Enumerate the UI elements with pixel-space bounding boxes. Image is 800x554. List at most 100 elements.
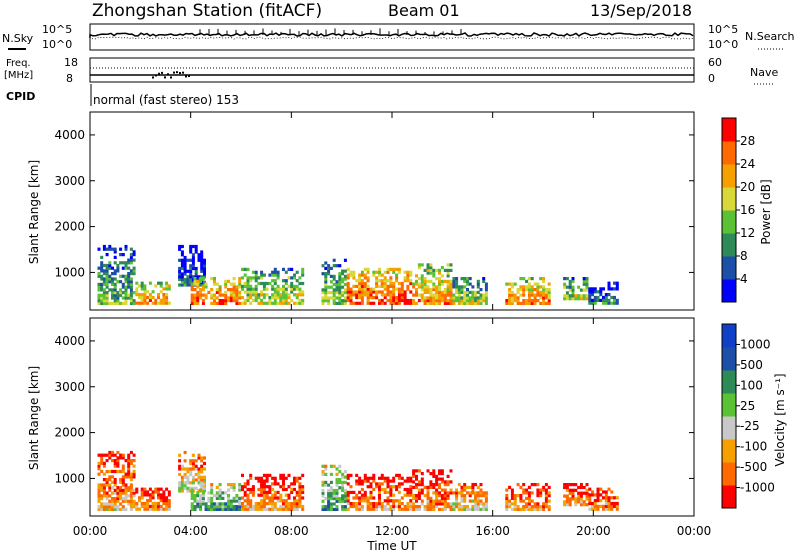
heatmap-cell	[194, 275, 198, 279]
heatmap-cell	[287, 296, 291, 300]
heatmap-cell	[346, 287, 350, 291]
heatmap-cell	[463, 496, 467, 500]
heatmap-cell	[585, 277, 589, 281]
heatmap-cell	[327, 269, 331, 273]
heatmap-cell	[403, 479, 407, 483]
heatmap-cell	[335, 285, 339, 289]
heatmap-cell	[140, 487, 144, 491]
heatmap-cell	[443, 296, 447, 300]
heatmap-cell	[129, 247, 133, 251]
heatmap-cell	[378, 490, 381, 494]
heatmap-cell	[213, 507, 216, 511]
heatmap-cell	[449, 290, 453, 294]
heatmap-cell	[262, 490, 266, 494]
heatmap-cell	[100, 269, 104, 273]
heatmap-cell	[519, 277, 523, 281]
heatmap-cell	[129, 269, 133, 273]
heatmap-cell	[183, 472, 187, 477]
heatmap-cell	[249, 487, 253, 492]
heatmap-cell	[207, 290, 211, 294]
heatmap-cell	[440, 477, 444, 481]
heatmap-cell	[596, 493, 600, 497]
heatmap-cell	[446, 480, 450, 484]
heatmap-cell	[536, 299, 540, 303]
heatmap-cell	[159, 496, 163, 500]
heatmap-cell	[397, 281, 401, 286]
heatmap-cell	[513, 282, 517, 286]
heatmap-cell	[615, 504, 619, 508]
heatmap-cell	[178, 489, 182, 493]
heatmap-cell	[474, 507, 478, 511]
heatmap-cell	[607, 501, 611, 506]
heatmap-cell	[346, 473, 350, 477]
heatmap-cell	[438, 296, 441, 300]
heatmap-cell	[210, 488, 214, 492]
heatmap-cell	[577, 285, 581, 289]
heatmap-cell	[124, 263, 128, 268]
heatmap-cell	[197, 456, 201, 460]
heatmap-cell	[97, 288, 101, 292]
heatmap-cell	[510, 290, 514, 294]
colorbar-segment	[722, 347, 736, 371]
heatmap-cell	[596, 290, 600, 294]
heatmap-cell	[355, 473, 359, 477]
heatmap-cell	[293, 487, 296, 492]
heatmap-cell	[604, 493, 608, 497]
heatmap-cell	[191, 280, 195, 284]
heatmap-cell	[189, 277, 193, 282]
heatmap-cell	[215, 494, 219, 498]
heatmap-cell	[471, 488, 475, 492]
heatmap-cell	[129, 494, 133, 498]
heatmap-cell	[165, 295, 169, 300]
heatmap-cell	[484, 491, 488, 495]
heatmap-cell	[332, 291, 336, 295]
heatmap-cell	[201, 285, 205, 289]
heatmap-cell	[100, 282, 104, 286]
heatmap-cell	[100, 461, 104, 465]
heatmap-cell	[191, 253, 195, 257]
heatmap-cell	[363, 476, 367, 480]
heatmap-cell	[268, 273, 272, 277]
heatmap-cell	[508, 301, 512, 305]
heatmap-cell	[321, 464, 325, 468]
heatmap-cell	[196, 499, 200, 503]
heatmap-cell	[138, 507, 141, 511]
heatmap-cell	[193, 296, 197, 300]
heatmap-cell	[287, 493, 291, 497]
heatmap-cell	[113, 459, 117, 463]
heatmap-cell	[271, 507, 275, 511]
heatmap-cell	[127, 499, 131, 503]
heatmap-cell	[363, 499, 367, 503]
heatmap-cell	[386, 490, 390, 494]
heatmap-cell	[298, 502, 302, 506]
heatmap-cell	[539, 301, 543, 305]
heatmap-cell	[542, 285, 546, 289]
heatmap-cell	[213, 502, 216, 506]
heatmap-cell	[613, 501, 616, 506]
power-colorbar-label: Power [dB]	[759, 179, 773, 244]
heatmap-cell	[102, 280, 106, 284]
heatmap-cell	[121, 296, 125, 300]
heatmap-cell	[519, 494, 523, 498]
heatmap-cell	[116, 497, 120, 501]
heatmap-cell	[415, 293, 418, 297]
heatmap-cell	[565, 294, 569, 298]
heatmap-cell	[476, 282, 480, 286]
heatmap-cell	[183, 258, 187, 262]
heatmap-cell	[265, 479, 269, 483]
heatmap-cell	[400, 496, 404, 500]
heatmap-cell	[366, 296, 370, 300]
heatmap-cell	[210, 288, 214, 292]
heatmap-cell	[440, 507, 444, 511]
heatmap-cell	[349, 504, 353, 509]
heatmap-cell	[332, 507, 336, 511]
heatmap-cell	[180, 481, 184, 485]
heatmap-cell	[429, 496, 433, 500]
heatmap-cell	[105, 301, 109, 305]
heatmap-cell	[429, 301, 433, 305]
heatmap-cell	[358, 273, 362, 277]
heatmap-cell	[324, 507, 328, 511]
heatmap-cell	[204, 505, 208, 509]
heatmap-cell	[180, 467, 184, 471]
heatmap-cell	[238, 296, 242, 300]
